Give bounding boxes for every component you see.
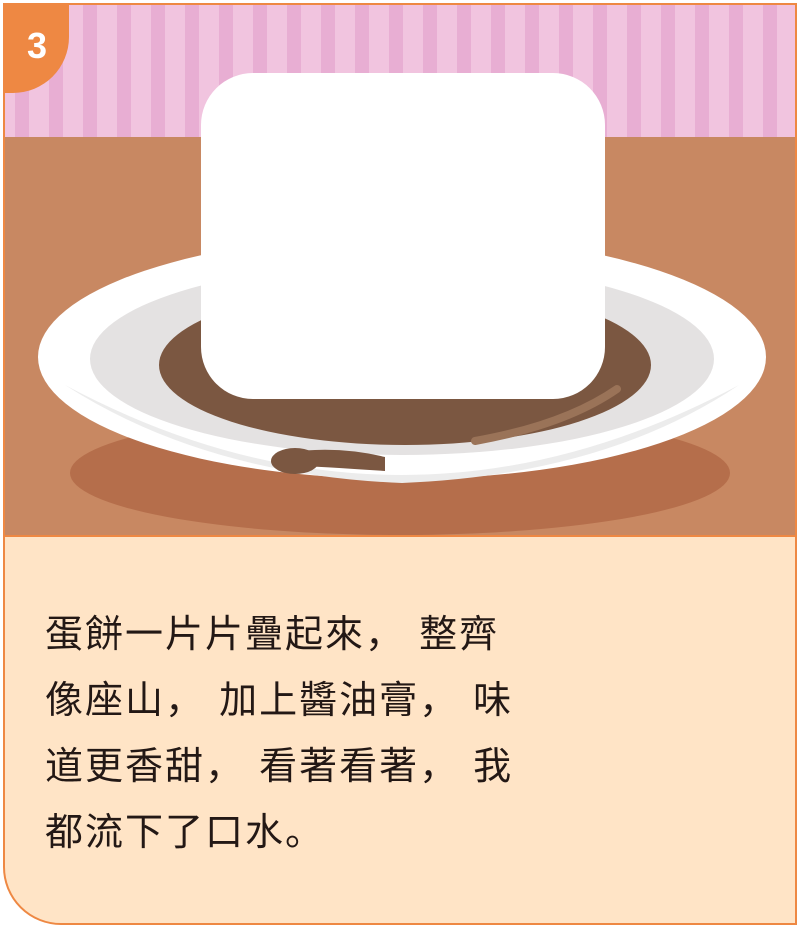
plate-rim-shade (65, 385, 739, 483)
story-line: 都流下了口水。 (45, 810, 326, 854)
story-card: 3 蛋餅一片片疊起來， 整齊 像座山， 加上醬油膏， 味 道更香甜， 看著看著，… (3, 3, 797, 925)
story-line: 像座山， 加上醬油膏， 味 (45, 678, 514, 722)
tofu-plate-illustration (5, 5, 795, 537)
panel-divider (5, 535, 795, 537)
story-line: 蛋餅一片片疊起來， 整齊 (45, 612, 500, 656)
sauce-highlight (471, 385, 621, 445)
story-line: 道更香甜， 看著看著， 我 (45, 744, 514, 788)
tofu-block (201, 73, 605, 399)
story-text: 蛋餅一片片疊起來， 整齊 像座山， 加上醬油膏， 味 道更香甜， 看著看著， 我… (45, 601, 775, 865)
illustration-scene: 3 (5, 5, 795, 537)
sauce-drop (271, 448, 319, 474)
